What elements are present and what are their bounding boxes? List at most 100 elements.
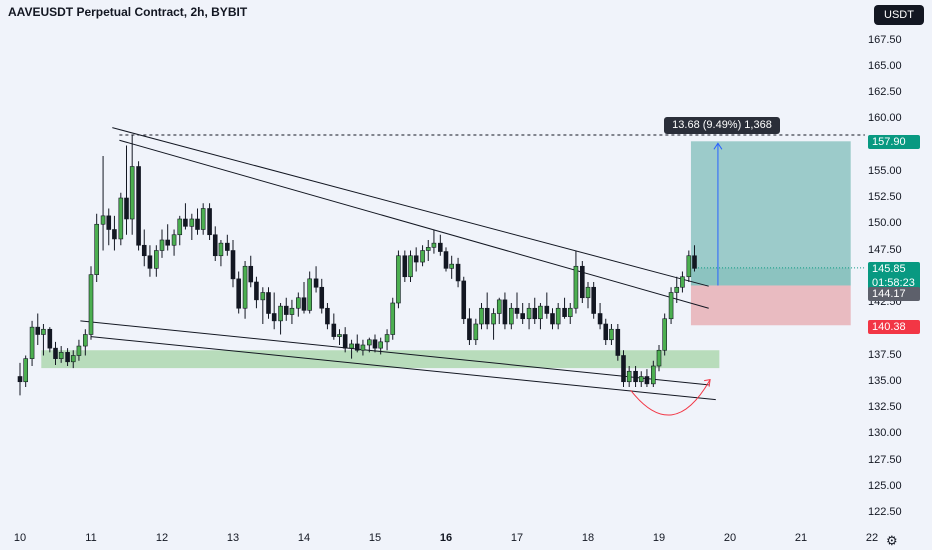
candle-body bbox=[449, 263, 454, 269]
candle-body bbox=[248, 265, 254, 283]
candle-body bbox=[550, 313, 555, 325]
candle-body bbox=[473, 323, 479, 341]
candle-body bbox=[591, 286, 596, 314]
candle-body bbox=[301, 297, 307, 311]
x-tick-label: 12 bbox=[155, 532, 169, 544]
candle-body bbox=[129, 166, 135, 220]
candle-body bbox=[100, 215, 106, 225]
candle-body bbox=[289, 307, 295, 315]
candle-body bbox=[555, 307, 561, 325]
y-tick-label: 147.50 bbox=[868, 243, 902, 256]
candle-body bbox=[296, 297, 301, 309]
annotations bbox=[630, 142, 723, 416]
candle-body bbox=[562, 307, 567, 317]
candle-body bbox=[496, 299, 502, 314]
candle-body bbox=[159, 239, 165, 251]
candle-body bbox=[680, 276, 685, 288]
candle-body bbox=[177, 218, 183, 236]
candle-body bbox=[124, 197, 129, 220]
candle-body bbox=[189, 218, 195, 227]
target-price: 157.90 bbox=[872, 136, 906, 148]
candle-body bbox=[438, 242, 443, 252]
candle-body bbox=[325, 307, 330, 325]
trend-lines bbox=[80, 127, 866, 401]
measurement-label: 13.68 (9.49%) 1,368 bbox=[664, 117, 780, 134]
candle-body bbox=[200, 208, 206, 230]
candle-body bbox=[509, 307, 514, 325]
candle-body bbox=[271, 313, 277, 322]
stop-price: 140.38 bbox=[872, 321, 906, 333]
candle-body bbox=[88, 274, 94, 335]
candle-body bbox=[674, 286, 680, 293]
y-tick-label: 160.00 bbox=[868, 112, 902, 125]
y-tick-label: 125.00 bbox=[868, 479, 902, 492]
candle-body bbox=[597, 313, 603, 325]
candle-body bbox=[431, 242, 437, 248]
reversal-curve bbox=[630, 379, 711, 416]
candle-body bbox=[17, 376, 23, 383]
candle-body bbox=[147, 255, 153, 269]
candle-body bbox=[656, 349, 662, 367]
y-tick-label: 167.50 bbox=[868, 33, 902, 46]
y-tick-label: 130.00 bbox=[868, 427, 902, 440]
candle-body bbox=[331, 323, 337, 337]
candle-body bbox=[626, 370, 632, 383]
candle-body bbox=[692, 255, 697, 269]
candle-body bbox=[260, 292, 266, 301]
lower-trendline-inner bbox=[80, 320, 709, 386]
candle-body bbox=[420, 250, 425, 263]
x-tick-label: 22 bbox=[865, 532, 879, 544]
x-tick-label: 16 bbox=[439, 532, 453, 544]
candle-body bbox=[372, 339, 378, 349]
support-zone bbox=[41, 350, 720, 369]
candle-body bbox=[254, 281, 259, 301]
open-pnl-zone bbox=[690, 267, 851, 286]
candle-body bbox=[195, 218, 200, 230]
candle-body bbox=[154, 250, 159, 269]
candle-body bbox=[212, 234, 218, 257]
candle-body bbox=[58, 352, 64, 359]
candle-body bbox=[367, 339, 372, 346]
stop-price-tag: 140.38 bbox=[868, 320, 920, 334]
candle-body bbox=[29, 326, 35, 359]
candle-body bbox=[218, 242, 224, 257]
x-tick-label: 21 bbox=[794, 532, 808, 544]
candle-body bbox=[76, 345, 82, 356]
candle-body bbox=[585, 286, 591, 299]
candle-body bbox=[662, 318, 667, 351]
current-price-tag: 145.85 01:58:23 bbox=[868, 262, 920, 290]
y-tick-label: 137.50 bbox=[868, 348, 902, 361]
candle-body bbox=[283, 305, 289, 315]
candle-body bbox=[342, 334, 348, 349]
candle-body bbox=[443, 251, 449, 269]
candle-body bbox=[354, 343, 360, 351]
candle-body bbox=[396, 255, 401, 304]
entry-price: 144.17 bbox=[872, 288, 906, 300]
candle-body bbox=[615, 328, 621, 356]
y-tick-label: 152.50 bbox=[868, 191, 902, 203]
candle-body bbox=[171, 234, 177, 246]
target-zone bbox=[690, 141, 851, 286]
upper-trendline-inner bbox=[112, 127, 709, 287]
x-tick-label: 17 bbox=[510, 532, 524, 544]
candle-body bbox=[136, 166, 141, 246]
candle-body bbox=[94, 223, 99, 275]
candle-body bbox=[573, 265, 579, 309]
entry-price-tag: 144.17 bbox=[868, 287, 920, 301]
candle-body bbox=[141, 244, 147, 257]
x-tick-label: 11 bbox=[85, 532, 97, 544]
currency-button[interactable]: USDT bbox=[874, 5, 924, 25]
x-tick-label: 20 bbox=[723, 532, 737, 544]
candle-body bbox=[112, 229, 117, 240]
candle-body bbox=[567, 307, 573, 317]
settings-gear-icon[interactable]: ⚙ bbox=[886, 533, 898, 548]
candle-body bbox=[638, 376, 644, 383]
candle-body bbox=[53, 347, 58, 359]
candle-body bbox=[378, 341, 383, 349]
candle-body bbox=[307, 278, 312, 311]
candle-body bbox=[23, 358, 28, 383]
candle-body bbox=[520, 313, 525, 320]
candle-body bbox=[207, 208, 212, 236]
